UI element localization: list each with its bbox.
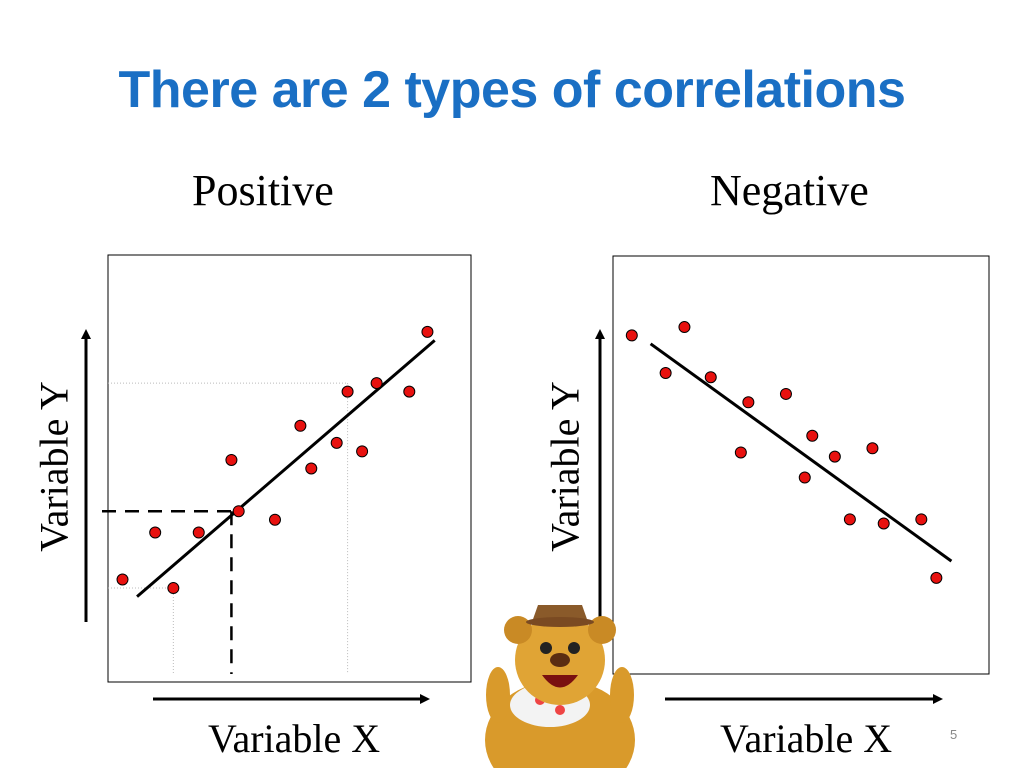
positive-data-point [356,445,369,458]
slide-title: There are 2 types of correlations [118,61,906,119]
negative-x-axis-label: Variable X [720,716,893,761]
positive-trend-line [136,339,436,598]
negative-data-point [915,513,928,526]
slide-number: 5 [950,727,958,742]
negative-data-point [843,513,856,526]
positive-data-point [192,526,205,539]
negative-plot-frame [612,255,990,675]
negative-data-point [798,471,811,484]
negative-data-point [877,517,890,530]
negative-chart [595,255,990,704]
positive-data-point [305,462,318,475]
negative-heading: Negative [710,166,869,215]
muppet-bear-icon [485,605,635,768]
positive-data-point [225,453,238,466]
positive-data-point [268,513,281,526]
positive-data-point [341,385,354,398]
positive-data-point [421,325,434,338]
positive-x-axis-label: Variable X [208,716,381,761]
positive-heading: Positive [192,166,334,215]
negative-data-point [930,571,943,584]
positive-data-point [167,582,180,595]
negative-data-point [704,371,717,384]
negative-data-point [625,329,638,342]
positive-data-point [403,385,416,398]
negative-data-point [734,446,747,459]
negative-data-point [779,387,792,400]
negative-data-point [659,367,672,380]
positive-data-point [116,573,129,586]
positive-data-point [370,377,383,390]
positive-plot-frame [107,254,472,683]
positive-data-point [294,419,307,432]
positive-data-point [149,526,162,539]
negative-data-point [828,450,841,463]
negative-data-point [866,442,879,455]
positive-data-point [232,505,245,518]
negative-data-point [806,429,819,442]
negative-data-point [678,321,691,334]
positive-chart [81,254,472,704]
positive-data-point [330,436,343,449]
negative-data-point [742,396,755,409]
negative-trend-line [649,342,953,563]
